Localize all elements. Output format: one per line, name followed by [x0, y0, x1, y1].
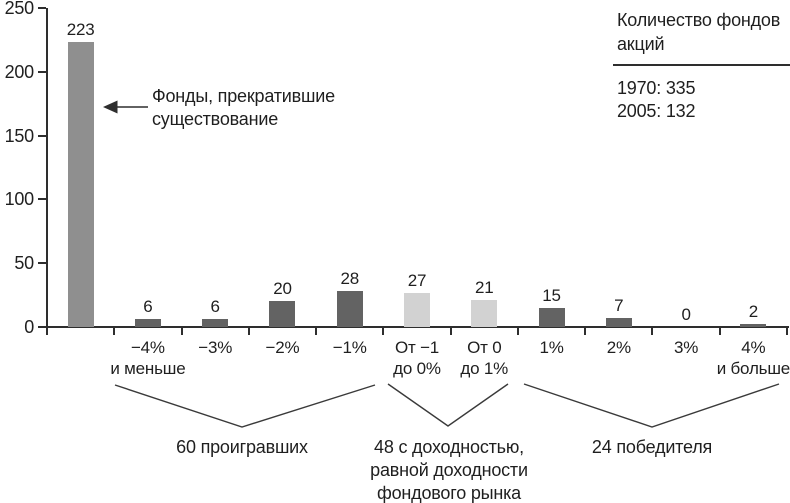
y-tick — [38, 134, 46, 137]
group-label-line: равной доходности — [370, 460, 528, 480]
x-tick — [718, 327, 721, 335]
x-tick — [516, 327, 519, 335]
legend-entry-1970: 1970: 335 — [617, 77, 696, 98]
bar — [202, 319, 229, 327]
y-tick — [38, 198, 46, 201]
bar — [740, 324, 767, 327]
funds-ceased-arrow — [103, 100, 148, 114]
bar-value-label: 6 — [143, 297, 153, 317]
x-category-label: От −1 — [394, 338, 440, 357]
group-bracket-losers — [114, 384, 376, 428]
x-category-label: до 0% — [393, 359, 441, 378]
legend-entries: 1970: 335 2005: 132 — [613, 77, 790, 123]
legend-entry-2005: 2005: 132 — [617, 100, 696, 121]
x-category-label: −2% — [265, 338, 300, 357]
y-axis-line — [46, 8, 48, 329]
bar-value-label: 15 — [542, 285, 561, 305]
legend-title: Количество фондов акций — [613, 8, 790, 56]
bar — [336, 291, 363, 327]
y-tick — [38, 326, 46, 328]
y-tick-label: 0 — [24, 317, 34, 337]
x-tick — [449, 327, 452, 335]
group-label-line: фондового рынка — [376, 483, 521, 503]
bar — [269, 301, 296, 327]
annotation-line: Фонды, прекратившие — [152, 86, 335, 106]
y-tick-label: 100 — [4, 189, 35, 210]
y-tick-label: 50 — [14, 253, 34, 274]
bar — [605, 318, 632, 327]
group-label-line: 48 с доходностью, — [374, 437, 524, 457]
x-category-label: и больше — [716, 359, 790, 378]
bar-value-label: 20 — [273, 279, 292, 299]
x-category-label: 4% — [741, 338, 766, 357]
group-bracket-winners — [523, 383, 780, 428]
legend-title-line: Количество фондов — [617, 10, 781, 30]
funds-ceased-annotation: Фонды, прекратившие существование — [152, 85, 335, 131]
x-category-label: От 0 — [467, 338, 502, 357]
funds-count-legend: Количество фондов акций 1970: 335 2005: … — [613, 8, 790, 123]
annotation-line: существование — [152, 109, 279, 129]
x-category-label: −3% — [198, 338, 233, 357]
group-label-market: 48 с доходностью, равной доходности фонд… — [370, 436, 528, 503]
x-category-label: 2% — [606, 338, 631, 357]
x-tick — [180, 327, 183, 335]
y-tick — [38, 70, 46, 73]
bar-value-label: 7 — [614, 296, 624, 316]
bar — [134, 319, 161, 327]
bar — [538, 307, 565, 327]
x-tick — [584, 327, 587, 335]
bar-value-label: 21 — [475, 278, 494, 298]
bar — [404, 292, 430, 327]
x-tick — [113, 327, 116, 335]
x-category-label: −4% — [130, 338, 165, 357]
x-category-label: до 1% — [460, 359, 509, 378]
bar-value-label: 27 — [407, 270, 427, 290]
y-tick — [38, 262, 46, 265]
bar-value-label: 223 — [66, 20, 95, 40]
group-label-line: 24 победителя — [591, 437, 713, 457]
y-tick-label: 200 — [4, 61, 35, 82]
bar-value-label: 2 — [748, 302, 758, 322]
x-category-label: 3% — [673, 338, 699, 357]
bar-value-label: 6 — [210, 297, 220, 317]
group-label-winners: 24 победителя — [592, 436, 712, 459]
x-tick — [46, 327, 48, 335]
x-category-label: −1% — [332, 338, 367, 357]
x-axis-line — [46, 326, 789, 328]
x-tick — [786, 327, 788, 335]
bar-value-label: 0 — [681, 305, 691, 324]
group-label-losers: 60 проигравших — [176, 436, 308, 459]
legend-divider — [613, 64, 790, 66]
y-tick-label: 150 — [4, 125, 35, 146]
legend-title-line: акций — [617, 34, 665, 54]
x-tick — [315, 327, 318, 335]
x-tick — [651, 327, 654, 335]
group-bracket-market — [387, 383, 509, 427]
x-category-label: и меньше — [110, 359, 186, 378]
x-tick — [382, 327, 385, 335]
bar-value-label: 28 — [340, 269, 359, 289]
x-category-label: 1% — [539, 338, 564, 357]
group-label-line: 60 проигравших — [176, 437, 308, 457]
y-tick — [38, 7, 46, 9]
y-tick-label: 250 — [4, 0, 35, 18]
bar — [471, 300, 498, 327]
x-tick — [247, 327, 250, 335]
bar — [67, 42, 94, 327]
